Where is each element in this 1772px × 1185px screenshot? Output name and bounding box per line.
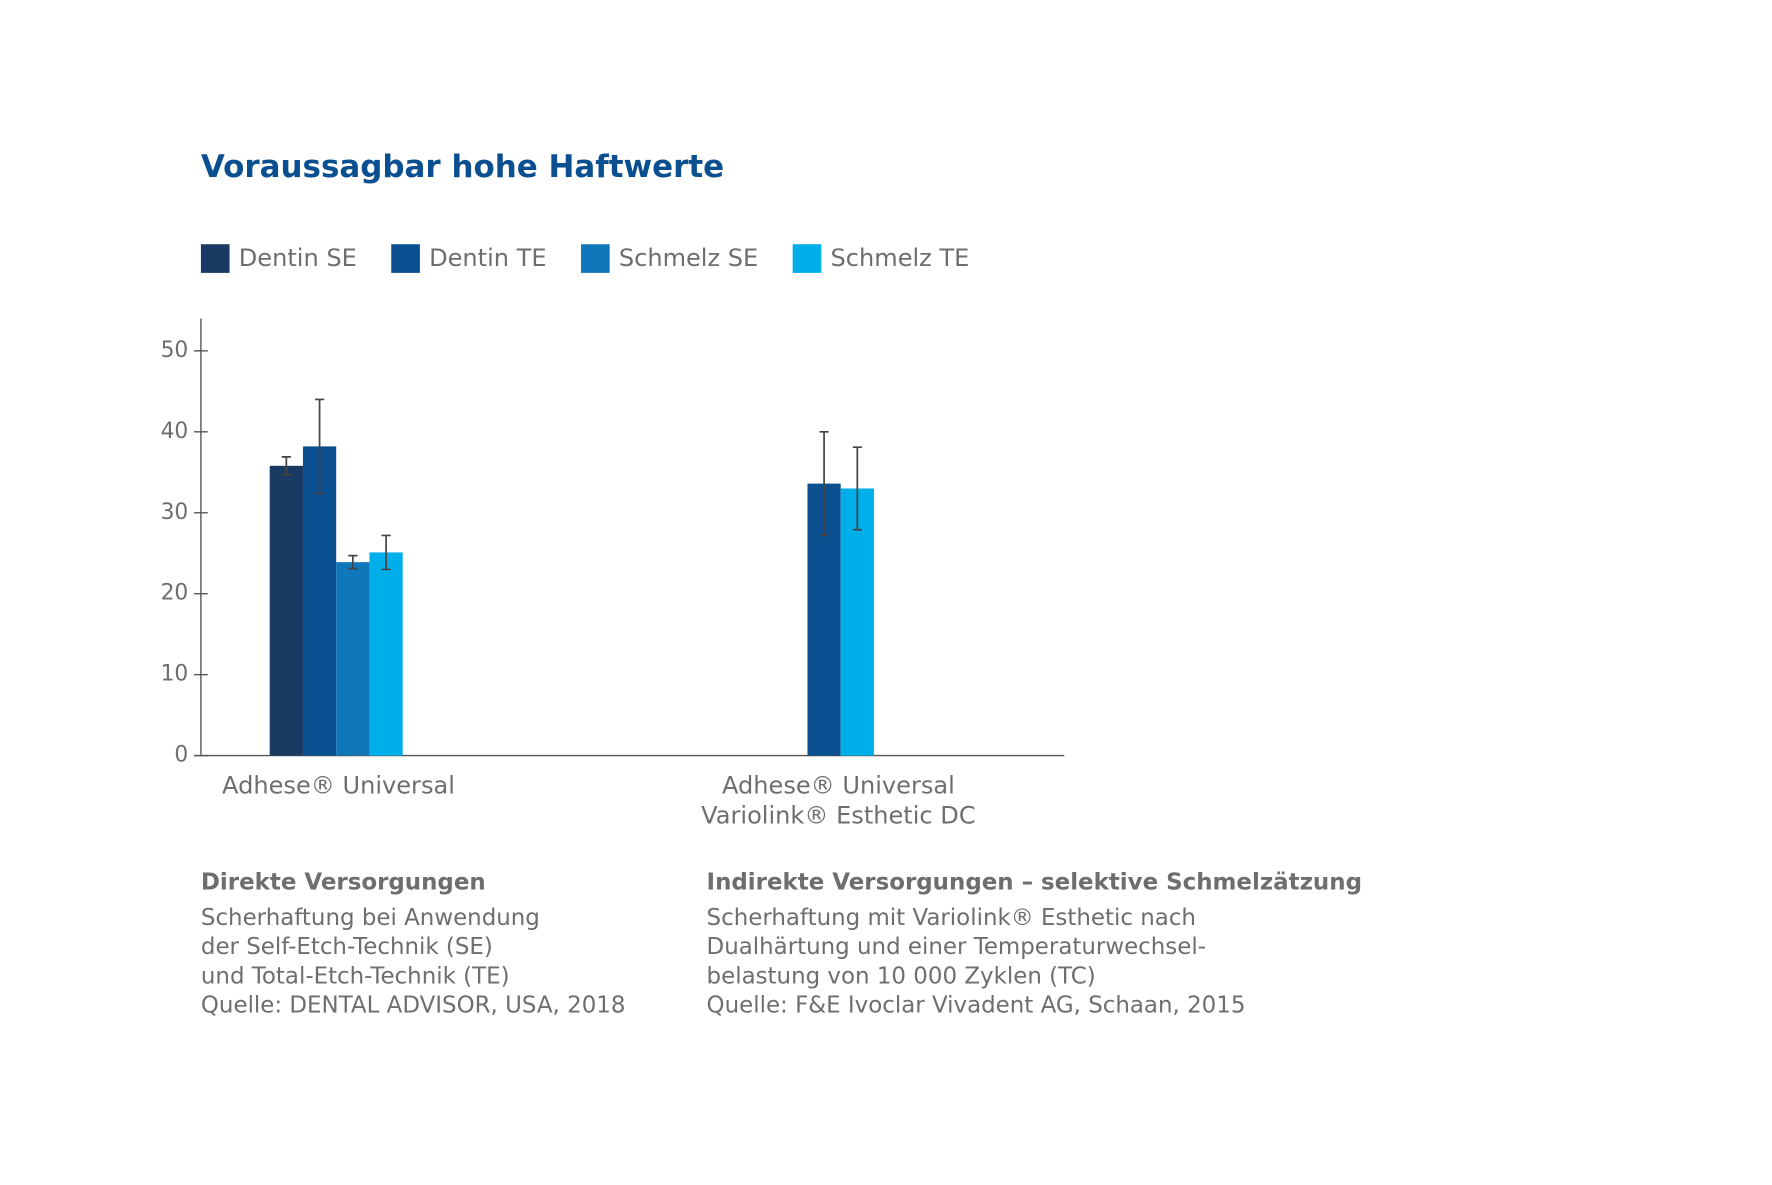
x-tick-label: Adhese® Universal (722, 772, 955, 800)
legend-swatch (391, 244, 420, 273)
error-bar (852, 446, 862, 531)
bar (269, 465, 303, 756)
note-heading: Direkte Versorgungen (201, 869, 486, 895)
note-line: Scherhaftung bei Anwendung (201, 905, 540, 931)
y-tick-label: 0 (174, 743, 188, 768)
legend-label: Dentin TE (429, 244, 547, 272)
note-line: Quelle: F&E Ivoclar Vivadent AG, Schaan,… (707, 993, 1246, 1019)
y-tick-label: 30 (161, 500, 189, 525)
note-line: Quelle: DENTAL ADVISOR, USA, 2018 (201, 993, 626, 1019)
chart-title: Voraussagbar hohe Haftwerte (201, 149, 724, 185)
error-bar (819, 430, 829, 537)
note-line: der Self-Etch-Technik (SE) (201, 934, 493, 960)
y-tick-label: 50 (161, 338, 189, 363)
bar (302, 446, 337, 756)
legend-label: Schmelz TE (831, 244, 970, 272)
y-tick-label: 40 (161, 419, 189, 444)
error-bar (348, 554, 358, 570)
y-tick-label: 20 (161, 581, 189, 606)
legend-swatch (200, 244, 230, 273)
error-bar (281, 456, 291, 476)
x-tick-label: Variolink® Esthetic DC (701, 801, 975, 829)
legend-label: Dentin SE (239, 244, 357, 272)
legend-swatch (580, 244, 610, 273)
note-line: und Total-Etch-Technik (TE) (201, 963, 510, 989)
note-line: Dualhärtung und einer Temperaturwechsel- (707, 934, 1206, 960)
bar (840, 488, 874, 756)
y-tick-label: 10 (161, 662, 189, 687)
bar (369, 552, 403, 756)
error-bar (314, 398, 325, 495)
x-tick-label: Adhese® Universal (222, 772, 455, 800)
note-line: belastung von 10 000 Zyklen (TC) (707, 963, 1096, 989)
error-bar (381, 534, 391, 571)
legend-swatch (792, 244, 822, 273)
legend-label: Schmelz SE (619, 244, 758, 272)
bar (336, 562, 370, 756)
note-line: Scherhaftung mit Variolink® Esthetic nac… (707, 905, 1196, 931)
note-heading: Indirekte Versorgungen – selektive Schme… (707, 869, 1362, 895)
